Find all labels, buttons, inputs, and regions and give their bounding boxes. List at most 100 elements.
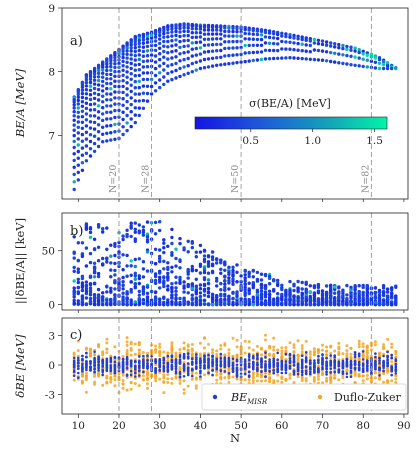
panel-c-point-misr — [207, 357, 210, 361]
panel-a-point — [296, 56, 300, 60]
panel-a-point — [215, 56, 219, 60]
panel-c-point-dz — [125, 351, 129, 355]
panel-b-point — [329, 291, 333, 295]
panel-a-point — [88, 126, 93, 130]
panel-a-point — [80, 126, 85, 130]
panel-a-point — [361, 64, 365, 69]
panel-a-point — [227, 46, 231, 50]
panel-b-point — [202, 259, 207, 264]
panel-b-point — [373, 286, 378, 290]
panel-c-point-misr — [77, 371, 80, 375]
panel-a-point — [84, 130, 89, 134]
panel-b-point — [80, 276, 85, 281]
panel-a-point — [145, 84, 150, 89]
panel-b-point — [259, 272, 264, 276]
panel-c-point-dz — [390, 379, 394, 383]
panel-b-point — [247, 302, 251, 306]
panel-c-point-dz — [215, 378, 219, 382]
panel-a-point — [280, 34, 284, 38]
panel-c-point-dz — [255, 344, 259, 348]
panel-c-point-misr — [309, 370, 312, 374]
panel-c-point-misr — [252, 361, 255, 365]
panel-c-point-misr — [366, 361, 369, 364]
panel-a-point — [210, 28, 215, 32]
panel-a-point — [88, 147, 93, 151]
panel-a-point — [137, 79, 141, 84]
panel-b-point — [96, 302, 101, 307]
panel-a-point — [105, 86, 109, 91]
panel-b-point — [385, 287, 390, 291]
panel-a-point — [72, 165, 76, 169]
panel-b-point — [84, 289, 89, 293]
panel-b-point — [174, 293, 178, 297]
panel-b-point — [137, 281, 141, 286]
panel-c-point-misr — [231, 357, 235, 361]
panel-c-point-misr — [325, 360, 328, 363]
panel-a-point — [247, 28, 251, 32]
panel-b-point — [190, 297, 194, 302]
panel-c-point-misr — [138, 366, 141, 370]
panel-a-point — [198, 52, 203, 56]
panel-a-point — [101, 125, 105, 129]
panel-b-point — [255, 300, 260, 304]
panel-a-point — [129, 49, 133, 53]
panel-b-point — [96, 259, 101, 263]
panel-c-point-misr — [158, 359, 161, 362]
panel-c-point-dz — [125, 336, 129, 340]
panel-a-point — [231, 53, 235, 57]
panel-b-point — [219, 258, 223, 263]
panel-b-point — [109, 268, 113, 272]
panel-c-point-misr — [333, 355, 337, 359]
panel-c-point-misr — [231, 362, 235, 366]
panel-c-point-dz — [105, 376, 109, 380]
panel-b-point — [158, 228, 162, 233]
panel-c-point-dz — [105, 351, 109, 355]
panel-b-point — [259, 286, 264, 290]
panel-b-point — [349, 300, 353, 305]
panel-b-point — [353, 298, 357, 303]
panel-a-point — [121, 103, 125, 108]
panel-a-point — [324, 59, 329, 63]
panel-b-point — [215, 279, 219, 283]
panel-c-point-dz — [345, 368, 349, 372]
panel-a-point — [292, 36, 296, 40]
panel-c-point-dz — [247, 346, 251, 350]
legend-label-dz: Duflo-Zuker — [334, 391, 401, 404]
panel-c-point-dz — [235, 353, 239, 357]
panel-c-point-misr — [280, 368, 284, 371]
panel-a-point — [263, 57, 268, 61]
panel-c-point-misr — [219, 369, 223, 373]
panel-a-point — [373, 66, 378, 70]
panel-c-point-misr — [219, 352, 223, 356]
panel-c-point-dz — [166, 377, 170, 381]
panel-c-point-dz — [390, 342, 394, 346]
panel-c-point-misr — [284, 352, 288, 356]
panel-c-point-misr — [207, 364, 210, 367]
panel-b-point — [210, 270, 215, 275]
panel-b-point — [255, 277, 260, 282]
panel-c-point-dz — [365, 346, 369, 350]
panel-b-point — [190, 286, 194, 291]
panel-a-point — [272, 41, 276, 46]
panel-b-point — [162, 302, 166, 307]
panel-b-point — [72, 286, 76, 290]
panel-a-point — [190, 24, 194, 28]
panel-a-point — [243, 31, 247, 36]
panel-c-point-misr — [138, 360, 141, 364]
panel-c-point-misr — [317, 370, 320, 374]
panel-b-point — [72, 289, 76, 293]
panel-a-point — [105, 77, 109, 81]
panel-c-point-dz — [190, 343, 194, 346]
panel-c-point-misr — [121, 369, 125, 372]
panel-a-y-tick-label: 9 — [48, 3, 55, 15]
panel-b-point — [80, 241, 85, 245]
panel-c-point-dz — [154, 373, 158, 377]
panel-b-point — [231, 291, 235, 295]
panel-a-point — [96, 66, 101, 70]
panel-a-point — [353, 46, 357, 50]
panel-c-point-misr — [353, 351, 357, 354]
panel-a-point — [202, 57, 207, 62]
panel-b-point — [80, 254, 85, 259]
panel-a-point — [121, 79, 125, 83]
panel-a-point — [267, 41, 272, 45]
